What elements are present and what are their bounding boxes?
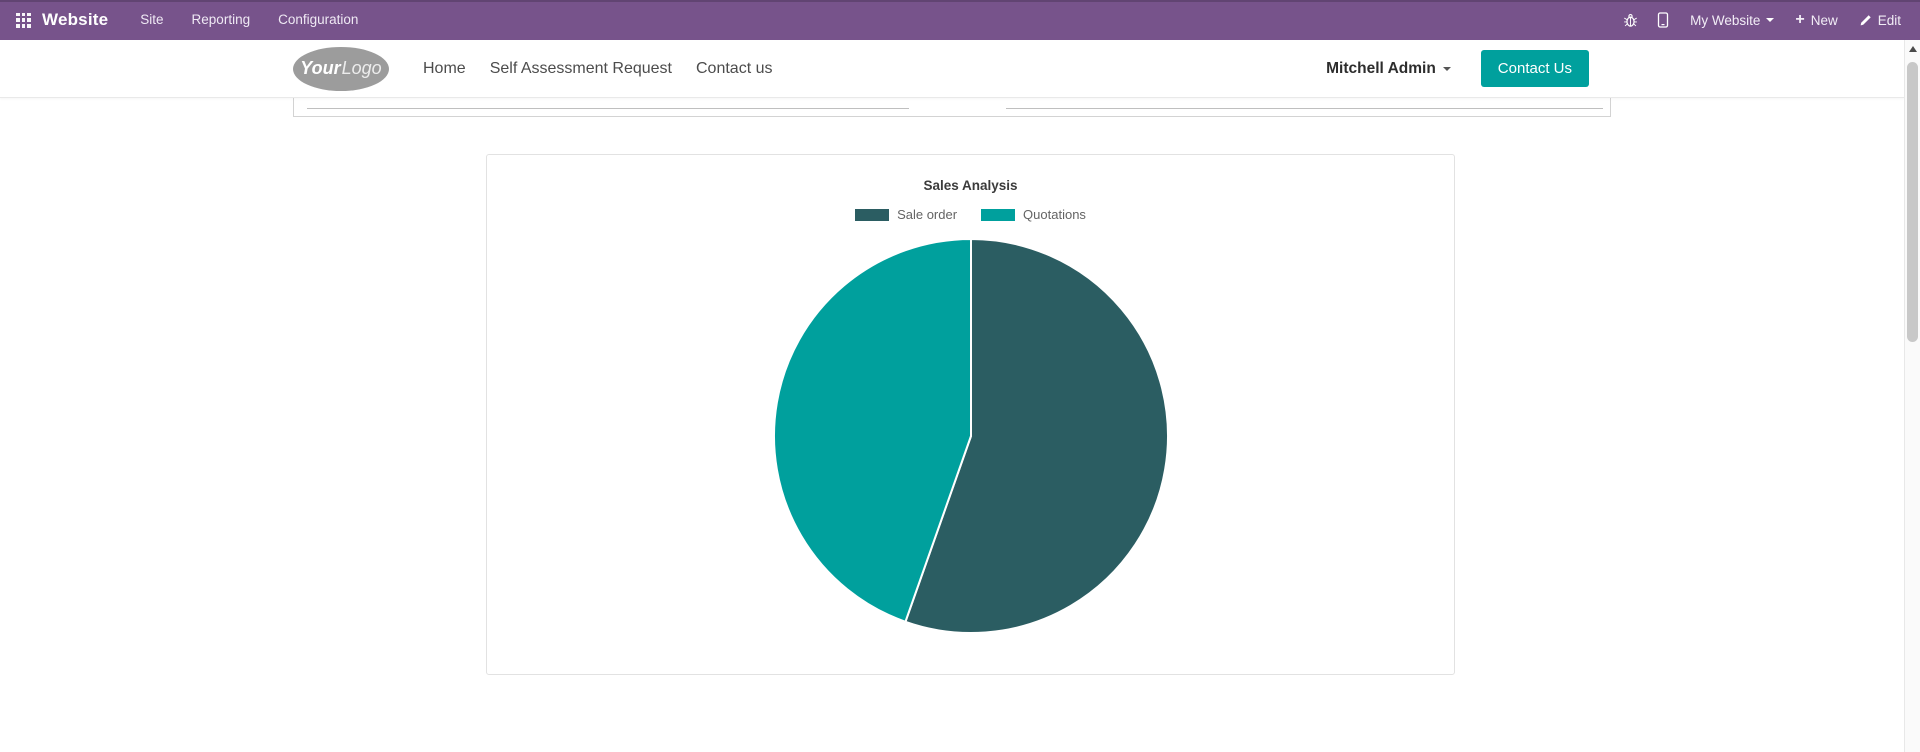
- table-cell-underline: [1006, 98, 1603, 109]
- header-container: Your Logo Home Self Assessment Request Co…: [293, 40, 1611, 97]
- user-menu[interactable]: Mitchell Admin: [1326, 60, 1451, 78]
- apps-grid-icon[interactable]: [16, 12, 31, 28]
- pie-chart-area: [487, 236, 1454, 636]
- edit-button[interactable]: Edit: [1853, 0, 1907, 40]
- website-switcher[interactable]: My Website: [1684, 0, 1780, 40]
- plus-icon: [1795, 12, 1804, 28]
- pie-slice-quotations[interactable]: [772, 238, 972, 623]
- scroll-up-button[interactable]: [1905, 40, 1920, 57]
- legend-item-sale-order[interactable]: Sale order: [855, 207, 957, 222]
- scroll-thumb[interactable]: [1907, 62, 1918, 342]
- legend-label-quotations: Quotations: [1023, 207, 1086, 222]
- caret-down-icon: [1766, 18, 1775, 22]
- menu-configuration[interactable]: Configuration: [278, 12, 359, 27]
- top-bar: Website Site Reporting Configuration My …: [0, 0, 1920, 40]
- legend-item-quotations[interactable]: Quotations: [981, 207, 1086, 222]
- legend-swatch-quotations: [981, 208, 1016, 221]
- mobile-icon[interactable]: [1651, 7, 1675, 33]
- legend-swatch-sale-order: [855, 208, 890, 221]
- site-logo-text-light: Logo: [341, 58, 382, 78]
- header-right: Mitchell Admin Contact Us: [1326, 50, 1589, 87]
- new-button-label: New: [1810, 12, 1838, 28]
- top-bar-left: Website Site Reporting Configuration: [16, 0, 372, 40]
- table-cell-underline: [307, 98, 909, 109]
- user-name: Mitchell Admin: [1326, 59, 1436, 77]
- caret-down-icon: [1442, 66, 1451, 71]
- chart-title: Sales Analysis: [923, 178, 1018, 193]
- chart-legend: Sale order Quotations: [487, 207, 1454, 222]
- edit-button-label: Edit: [1877, 12, 1901, 28]
- site-logo[interactable]: Your Logo: [293, 46, 389, 91]
- bug-icon[interactable]: [1618, 7, 1642, 33]
- scrollbar[interactable]: [1904, 40, 1920, 752]
- top-bar-right: My Website New Edit: [1618, 0, 1907, 40]
- nav-home[interactable]: Home: [423, 59, 466, 77]
- new-button[interactable]: New: [1789, 0, 1843, 40]
- pie-chart: [772, 238, 1169, 634]
- site-logo-text-bold: Your: [300, 58, 341, 78]
- main-nav: Home Self Assessment Request Contact us: [411, 40, 784, 98]
- menu-reporting[interactable]: Reporting: [191, 12, 251, 27]
- sales-analysis-card: Sales Analysis Sale order Quotations: [486, 154, 1455, 675]
- legend-label-sale-order: Sale order: [897, 207, 958, 222]
- menu-site[interactable]: Site: [140, 12, 164, 27]
- website-switcher-label: My Website: [1690, 12, 1761, 28]
- nav-contact-us[interactable]: Contact us: [696, 59, 773, 77]
- app-name[interactable]: Website: [42, 10, 109, 29]
- scroll-up-arrow-icon: [1908, 45, 1917, 52]
- contact-us-button[interactable]: Contact Us: [1480, 50, 1589, 87]
- website-header: Your Logo Home Self Assessment Request Co…: [0, 40, 1904, 98]
- top-bar-menu: Site Reporting Configuration: [126, 0, 372, 40]
- edit-pencil-icon: [1860, 14, 1871, 25]
- nav-self-assessment-request[interactable]: Self Assessment Request: [489, 59, 672, 77]
- table-remnant: [293, 98, 1611, 117]
